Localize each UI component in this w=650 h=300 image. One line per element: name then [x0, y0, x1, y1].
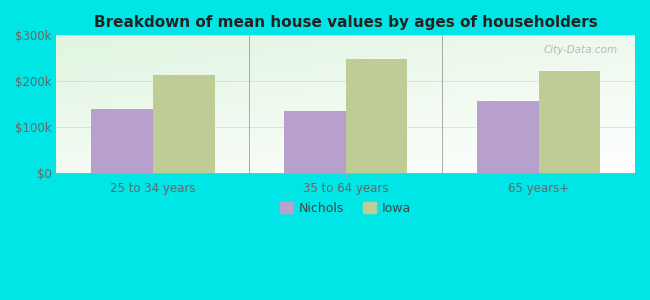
Bar [153, 75, 215, 173]
Title: Breakdown of mean house values by ages of householders: Breakdown of mean house values by ages o… [94, 15, 597, 30]
Bar [477, 101, 539, 173]
Bar [346, 59, 408, 173]
Text: City-Data.com: City-Data.com [543, 45, 618, 55]
Legend: Nichols, Iowa: Nichols, Iowa [276, 197, 416, 220]
Bar [539, 71, 601, 173]
Bar [284, 111, 346, 173]
Bar [91, 109, 153, 173]
